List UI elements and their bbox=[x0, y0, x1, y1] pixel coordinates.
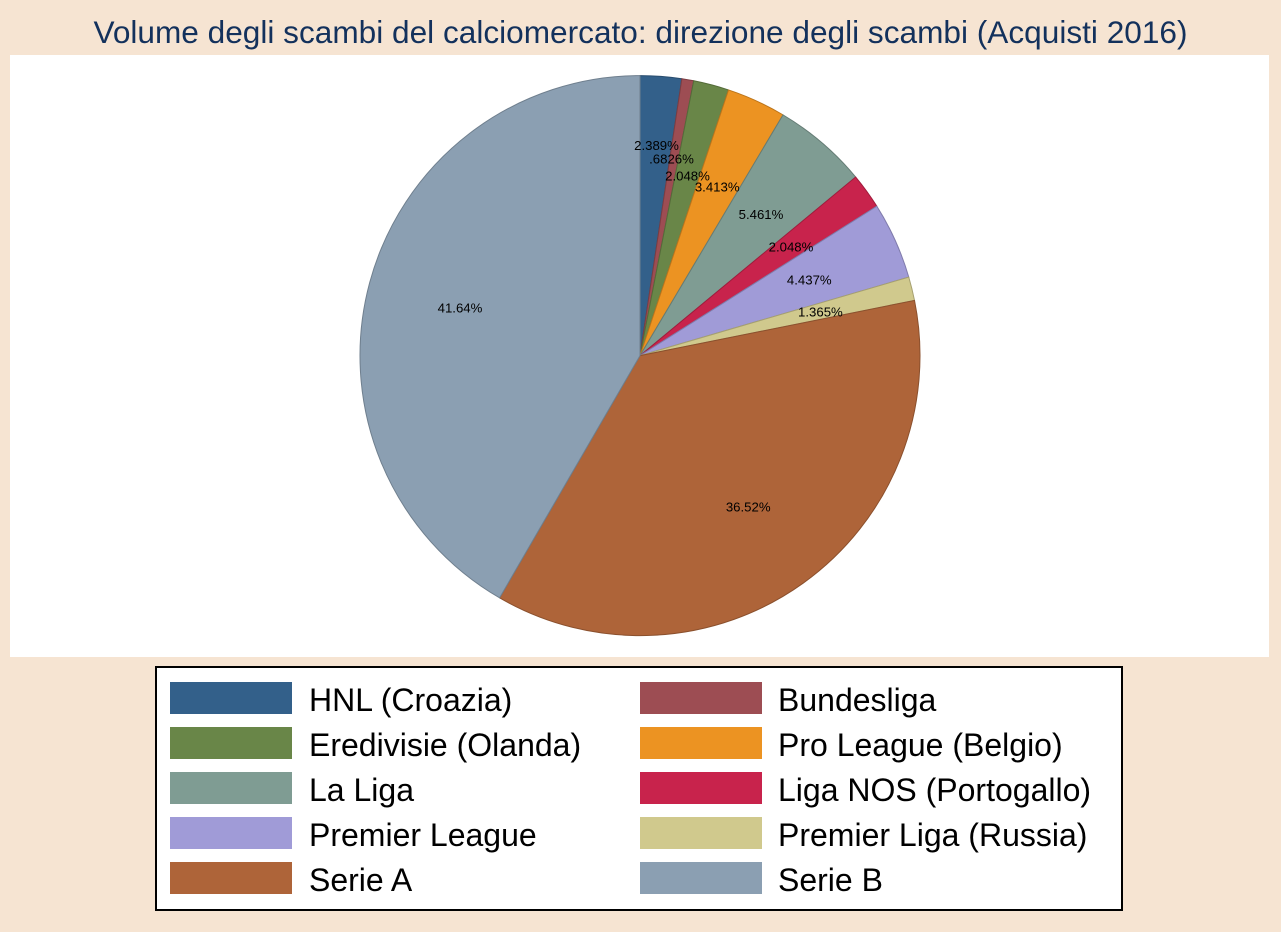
svg-text:2.048%: 2.048% bbox=[665, 169, 710, 184]
svg-text:5.461%: 5.461% bbox=[739, 207, 784, 222]
svg-text:4.437%: 4.437% bbox=[787, 273, 832, 288]
svg-text:41.64%: 41.64% bbox=[438, 300, 483, 315]
svg-text:3.413%: 3.413% bbox=[695, 179, 740, 194]
svg-text:1.365%: 1.365% bbox=[798, 305, 843, 320]
svg-text:.6826%: .6826% bbox=[649, 152, 694, 167]
svg-text:36.52%: 36.52% bbox=[726, 500, 771, 515]
svg-text:2.048%: 2.048% bbox=[769, 239, 814, 254]
svg-text:2.389%: 2.389% bbox=[634, 138, 679, 153]
